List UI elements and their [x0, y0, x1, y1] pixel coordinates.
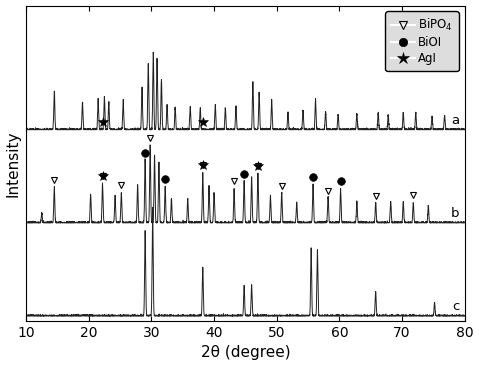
Y-axis label: Intensity: Intensity — [6, 130, 21, 197]
Legend: BiPO$_4$, BiOI, AgI: BiPO$_4$, BiOI, AgI — [385, 11, 459, 71]
Text: c: c — [452, 300, 460, 313]
Text: b: b — [451, 207, 460, 220]
Text: a: a — [452, 114, 460, 127]
X-axis label: 2θ (degree): 2θ (degree) — [201, 346, 290, 361]
